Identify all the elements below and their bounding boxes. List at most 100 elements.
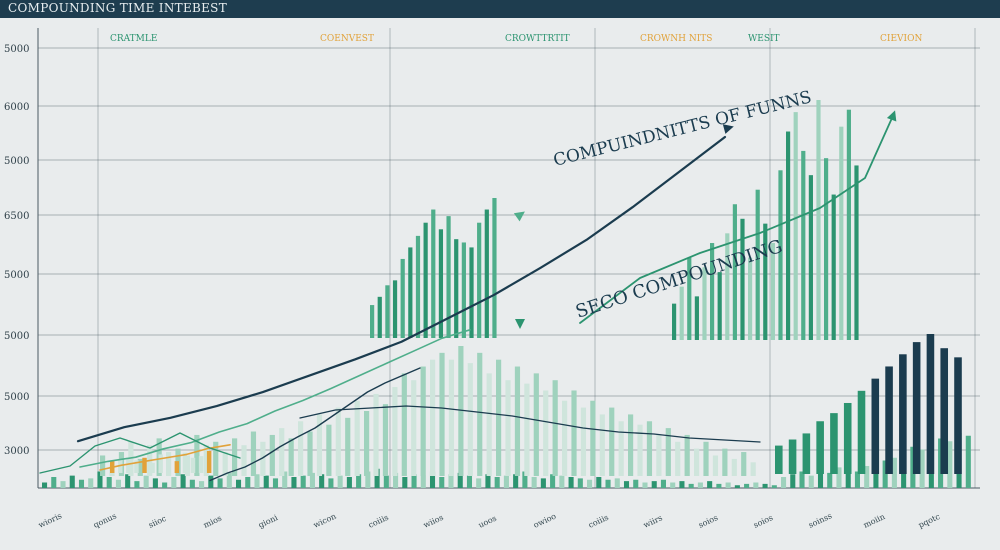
x-tick-label: moiin — [862, 512, 886, 530]
bar-pale — [298, 421, 304, 476]
bar-upper — [725, 233, 730, 340]
bar-upper — [801, 150, 806, 340]
bar-pale — [232, 438, 238, 476]
y-tick-label: 6500 — [4, 211, 29, 222]
bar-pale — [646, 421, 653, 476]
bar-low — [531, 477, 537, 488]
bar-pale — [514, 366, 521, 476]
bar-pale — [524, 383, 530, 476]
bar-low — [328, 478, 334, 488]
bar-upper — [816, 100, 821, 340]
bar-pale — [401, 373, 407, 476]
y-axis: 5000 6000 5000 6500 5000 5000 5000 3000 — [4, 44, 29, 457]
bar-pale — [750, 462, 756, 476]
y-tick-label: 5000 — [4, 392, 29, 403]
bar-low — [60, 481, 66, 488]
bar-upper — [786, 131, 791, 340]
x-tick-label: soinss — [807, 511, 833, 530]
bar-upper — [672, 303, 677, 340]
bar-low — [337, 475, 343, 488]
bar-upper — [755, 189, 760, 340]
bar-low — [374, 468, 380, 488]
bar-low — [707, 481, 713, 488]
bar-low — [642, 482, 648, 488]
bar-pale — [552, 380, 558, 476]
x-tick-label: wicon — [312, 512, 337, 530]
bar-pale — [326, 424, 332, 476]
bar-low — [762, 483, 768, 488]
x-tick-label: mios — [202, 514, 223, 530]
x-tick-label: wioris — [37, 511, 63, 530]
bar-low — [771, 485, 777, 488]
bar-candle — [392, 280, 398, 338]
bar-low — [439, 477, 445, 488]
bar-upper — [679, 286, 684, 340]
line-hump — [299, 405, 761, 443]
bar-right — [871, 378, 880, 474]
bar-low — [688, 483, 694, 488]
bar-low — [356, 474, 362, 488]
bar-low — [827, 472, 833, 488]
bar-pale — [722, 448, 728, 476]
bar-pale — [335, 407, 341, 476]
bar-low — [291, 477, 297, 488]
bar-pale — [458, 346, 464, 476]
bar-low — [263, 475, 269, 488]
bar-pale — [184, 455, 191, 476]
bar-upper — [717, 272, 722, 340]
bar-right — [954, 357, 962, 474]
line-orange — [99, 443, 231, 471]
bar-candle — [408, 247, 413, 338]
bar-low — [494, 477, 500, 488]
bar-pale — [731, 458, 737, 476]
bar-low — [845, 470, 851, 488]
bar-candle — [446, 216, 451, 338]
bar-pale — [203, 445, 209, 476]
bar-pale — [213, 441, 219, 476]
bar-low — [457, 472, 463, 488]
bar-upper — [694, 296, 699, 340]
y-tick-label: 5000 — [4, 156, 29, 167]
bar-candle — [492, 198, 497, 338]
bar-pale — [684, 434, 690, 476]
bar-low — [734, 485, 740, 488]
bar-low — [781, 477, 787, 488]
bar-low — [559, 475, 565, 488]
bar-upper — [846, 109, 851, 341]
bar-low — [476, 478, 482, 488]
bar-upper — [740, 218, 745, 340]
bar-pale — [599, 414, 605, 476]
bar-orange — [158, 454, 163, 473]
bar-low — [651, 481, 657, 488]
bar-pale — [656, 434, 662, 476]
bar-pale — [533, 373, 539, 476]
header-label: CROWTTRTIT — [505, 34, 570, 44]
bar-candle — [477, 222, 482, 338]
bar-orange — [142, 457, 147, 473]
bar-pale — [392, 387, 398, 476]
line-wave — [39, 432, 241, 474]
bar-upper — [687, 257, 692, 340]
bar-pale — [675, 441, 681, 476]
header-label: CIEVION — [880, 34, 922, 44]
chart-title: COMPOUNDING TIME INTEBEST — [8, 1, 228, 15]
bar-pale — [269, 434, 275, 476]
x-tick-label: wiirs — [642, 513, 664, 530]
arrow-head — [513, 211, 525, 222]
bar-low — [42, 482, 48, 488]
bar-pale — [448, 359, 455, 476]
bar-low — [864, 466, 870, 488]
bar-pale — [694, 448, 700, 476]
y-tick-label: 5000 — [4, 270, 29, 281]
bar-candle — [385, 285, 390, 338]
annotation-middle: SECO COMPOUNDING — [573, 236, 785, 323]
bar-low — [365, 471, 371, 488]
bar-low — [309, 472, 315, 488]
header-label: CROWNH NITS — [640, 34, 712, 44]
bar-right — [843, 402, 852, 474]
bar-low — [817, 468, 824, 488]
header-label: WESIT — [748, 34, 780, 44]
bar-low — [226, 472, 232, 488]
bar-low — [319, 474, 325, 488]
bar-upper — [732, 204, 737, 340]
